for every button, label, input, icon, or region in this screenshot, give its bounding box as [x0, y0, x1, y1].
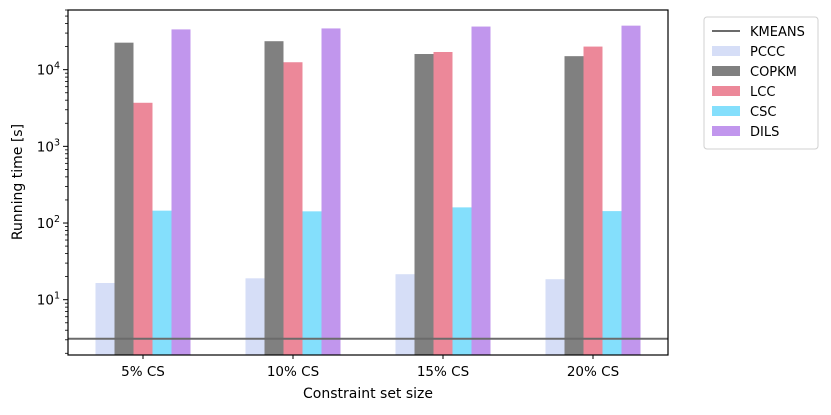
- bar-copkm-4: [564, 56, 584, 355]
- bar-pccc-2: [245, 278, 265, 355]
- legend-swatch-pccc: [712, 46, 740, 56]
- legend-swatch-copkm: [712, 66, 740, 76]
- y-tick-label: 102: [37, 214, 60, 232]
- x-tick-label: 20% CS: [567, 364, 619, 380]
- bar-copkm-3: [414, 54, 434, 355]
- bar-lcc-3: [433, 52, 453, 355]
- legend-swatch-dils: [712, 126, 740, 136]
- legend-label-pccc: PCCC: [750, 45, 785, 60]
- bar-dils-4: [621, 25, 641, 356]
- bar-csc-1: [152, 210, 172, 355]
- x-axis-label: Constraint set size: [303, 386, 433, 402]
- x-tick-label: 5% CS: [121, 364, 165, 380]
- legend-label-kmeans: KMEANS: [750, 25, 805, 40]
- bar-csc-4: [602, 211, 622, 355]
- y-tick-label: 101: [37, 291, 60, 309]
- y-axis: 101 102 103 104: [37, 9, 68, 354]
- legend-swatch-csc: [712, 106, 740, 116]
- plot-frame: [67, 9, 669, 356]
- y-axis-label: Running time [s]: [10, 124, 26, 240]
- bar-lcc-4: [583, 46, 603, 355]
- legend-swatch-lcc: [712, 86, 740, 96]
- bar-pccc-4: [545, 279, 565, 355]
- bar-lcc-1: [133, 102, 153, 355]
- bar-lcc-2: [283, 62, 303, 356]
- y-tick-label: 103: [37, 137, 60, 155]
- bars-layer: [95, 25, 641, 356]
- bar-copkm-2: [264, 41, 284, 356]
- y-tick-label: 104: [37, 61, 60, 79]
- x-axis: 5% CS 10% CS 15% CS 20% CS: [121, 355, 619, 380]
- legend: KMEANS PCCC COPKM LCC CSC DILS: [703, 16, 819, 150]
- bar-pccc-3: [395, 274, 415, 355]
- x-tick-label: 15% CS: [417, 364, 469, 380]
- legend-label-lcc: LCC: [750, 85, 775, 100]
- legend-label-dils: DILS: [750, 125, 779, 140]
- bar-copkm-1: [114, 42, 134, 355]
- bar-dils-2: [321, 28, 341, 356]
- x-tick-label: 10% CS: [267, 364, 319, 380]
- bar-csc-2: [302, 211, 322, 355]
- legend-label-copkm: COPKM: [750, 65, 797, 80]
- bar-csc-3: [452, 207, 472, 355]
- bar-dils-1: [171, 29, 191, 355]
- bar-pccc-1: [95, 283, 115, 355]
- bar-dils-3: [471, 26, 491, 356]
- legend-label-csc: CSC: [750, 105, 776, 120]
